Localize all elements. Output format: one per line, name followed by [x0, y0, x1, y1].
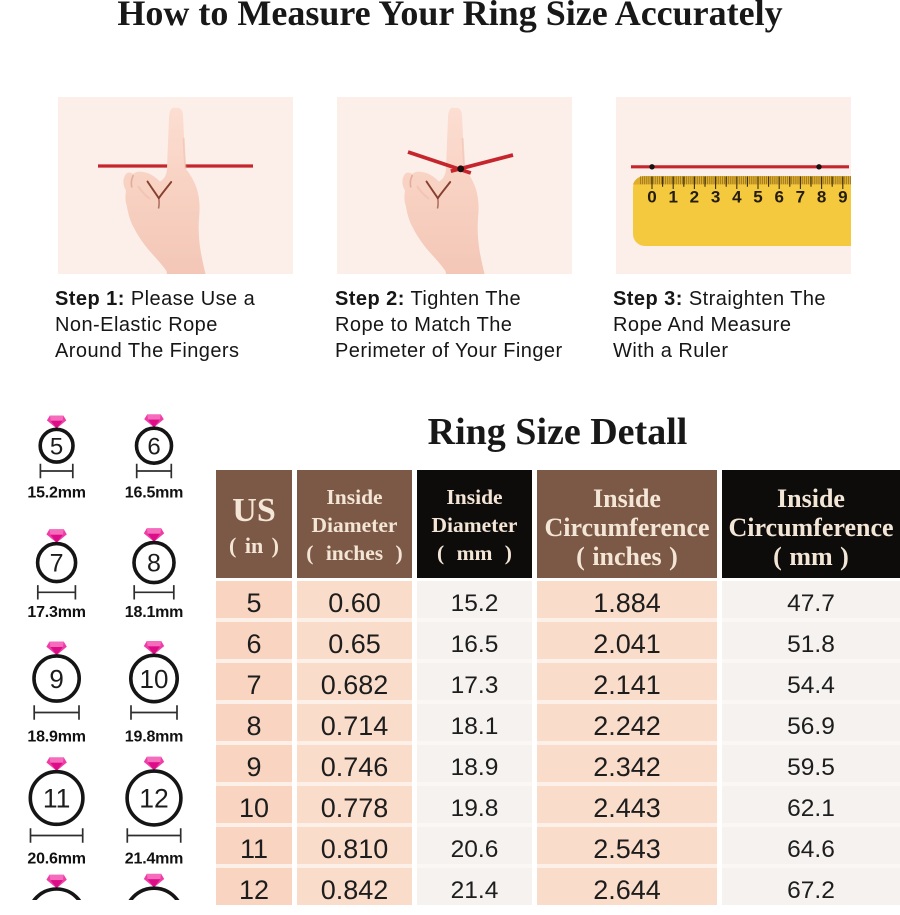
svg-text:19.8mm: 19.8mm [125, 729, 183, 746]
svg-text:5: 5 [50, 433, 63, 460]
svg-text:0: 0 [647, 188, 656, 207]
svg-text:12: 12 [139, 784, 168, 814]
svg-text:16.5mm: 16.5mm [125, 485, 183, 502]
svg-text:18.9mm: 18.9mm [27, 729, 85, 746]
svg-text:8: 8 [147, 550, 161, 578]
svg-text:5: 5 [753, 188, 762, 207]
svg-text:3: 3 [711, 188, 720, 207]
svg-text:1: 1 [668, 188, 677, 207]
svg-text:6: 6 [147, 433, 160, 460]
svg-text:18.1mm: 18.1mm [125, 604, 183, 621]
svg-text:9: 9 [838, 188, 847, 207]
svg-text:9: 9 [49, 664, 63, 694]
svg-text:7: 7 [796, 188, 805, 207]
svg-text:2: 2 [690, 188, 699, 207]
svg-text:6: 6 [774, 188, 783, 207]
svg-text:7: 7 [50, 550, 64, 578]
svg-text:20.6mm: 20.6mm [27, 851, 85, 868]
svg-text:11: 11 [43, 784, 71, 814]
svg-text:15.2mm: 15.2mm [27, 485, 85, 502]
svg-text:21.4mm: 21.4mm [125, 851, 183, 868]
svg-text:4: 4 [732, 188, 742, 207]
svg-text:17.3mm: 17.3mm [27, 604, 85, 621]
svg-text:10: 10 [140, 664, 169, 694]
svg-text:8: 8 [817, 188, 826, 207]
